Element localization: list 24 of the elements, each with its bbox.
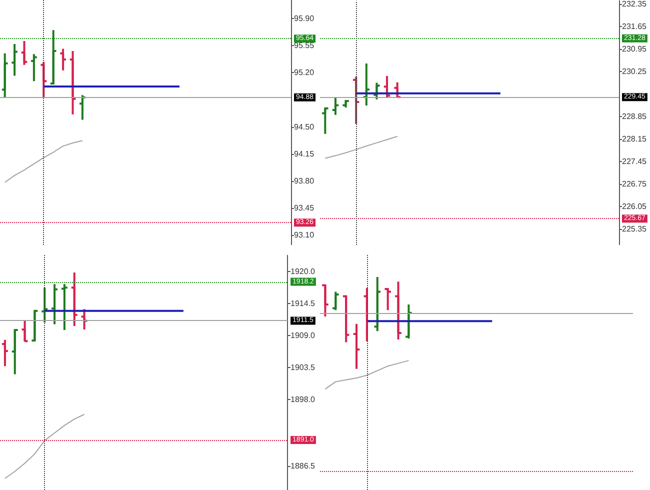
y-tick-label: 231.65 [622, 22, 648, 31]
y-tick-label: 94.15 [294, 149, 315, 158]
y-tick-label: 94.50 [294, 122, 315, 132]
y-tick-label: 1909.0 [290, 330, 316, 340]
y-tick-label: 227.45 [622, 156, 648, 166]
y-tick-label: 95.90 [294, 14, 315, 24]
y-tick-label: 95.20 [294, 68, 315, 78]
y-tick-label: 228.85 [622, 112, 648, 121]
y-tick-label: 230.25 [622, 66, 648, 76]
y-tick-label: 1920.0 [290, 266, 316, 276]
y-tick-label: 93.80 [294, 176, 315, 186]
y-tick-label: 225.35 [622, 224, 648, 234]
y-tick-label: 93.10 [294, 230, 315, 240]
y-tick-label: 1914.5 [290, 298, 316, 308]
y-tick-label: 1886.5 [290, 462, 316, 471]
y-tick-label: 93.45 [294, 203, 315, 212]
y-tick-label: 228.15 [622, 134, 648, 144]
y-tick-label: 226.75 [622, 179, 648, 188]
y-tick-label: 95.55 [294, 41, 315, 50]
y-tick-label: 1898.0 [290, 394, 316, 404]
y-tick-label: 1903.5 [290, 362, 316, 372]
y-tick-label: 230.95 [622, 44, 648, 54]
y-tick-label: 226.05 [622, 202, 648, 211]
y-tick-label: 232.35 [622, 0, 648, 8]
